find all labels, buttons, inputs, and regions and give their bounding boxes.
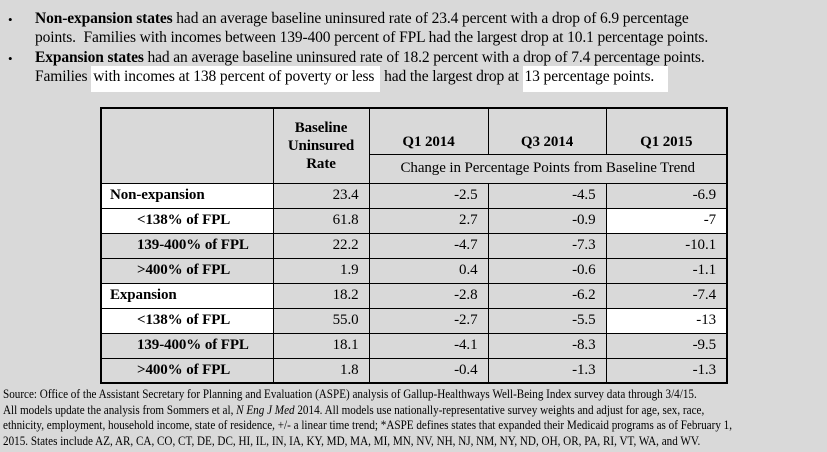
- q1-2015-cell: -1.3: [605, 357, 728, 384]
- text-segment: points. Families with incomes between 13…: [35, 29, 709, 47]
- table-row: >400% of FPL 1.8 -0.4 -1.3 -1.3: [100, 357, 728, 384]
- bullet-icon: •: [8, 50, 13, 66]
- q1-2014-cell: -2.8: [368, 282, 489, 309]
- row-label-cell: 139-400% of FPL: [100, 332, 274, 359]
- baseline-rate-cell: 1.9: [272, 257, 370, 284]
- q3-2014-cell: -0.9: [487, 207, 607, 234]
- q1-2015-cell: -9.5: [605, 332, 728, 359]
- source-note-line: All models update the analysis from Somm…: [3, 403, 825, 419]
- journal-name-italic: N Eng J Med: [236, 402, 295, 417]
- q1-2014-cell: -4.1: [368, 332, 489, 359]
- table-subheader-row: Change in Percentage Points from Baselin…: [101, 153, 728, 184]
- table-header-row: Baseline Uninsured Rate Q1 2014 Q3 2014 …: [100, 107, 728, 184]
- baseline-rate-cell: 61.8: [272, 207, 370, 234]
- q1-2014-cell: -0.4: [368, 357, 489, 384]
- bullet-line: Non-expansion states had an average base…: [35, 9, 825, 28]
- q3-2014-cell: -0.6: [487, 257, 607, 284]
- text-segment: Non-expansion states: [35, 10, 173, 27]
- corner-header-cell: [100, 107, 274, 184]
- text-segment: had an average baseline uninsured rate o…: [143, 48, 705, 66]
- row-label-cell: <138% of FPL: [100, 307, 274, 334]
- text-segment: 2014. All models use nationally-represen…: [294, 402, 705, 417]
- bullet-text: Expansion states had an average baseline…: [35, 48, 825, 93]
- table-row: <138% of FPL 55.0 -2.7 -5.5 -13: [100, 307, 728, 334]
- q1-2015-cell: -6.9: [605, 182, 728, 209]
- bullet-line: points. Families with incomes between 13…: [35, 28, 825, 47]
- table-row: >400% of FPL 1.9 0.4 -0.6 -1.1: [100, 257, 728, 284]
- table-row: 139-400% of FPL 18.1 -4.1 -8.3 -9.5: [100, 332, 728, 359]
- baseline-rate-cell: 18.2: [272, 282, 370, 309]
- baseline-rate-cell: 55.0: [272, 307, 370, 334]
- text-segment: Families: [35, 68, 92, 86]
- row-label-cell: Expansion: [100, 282, 274, 309]
- source-note-line: ethnicity, employment, household income,…: [3, 418, 825, 434]
- table-row: 139-400% of FPL 22.2 -4.7 -7.3 -10.1: [100, 232, 728, 259]
- highlighted-text-segment: 13 percentage points.: [522, 66, 669, 93]
- q3-2014-cell: -7.3: [487, 232, 607, 259]
- text-segment: All models update the analysis from Somm…: [3, 402, 237, 417]
- q1-2015-header-cell: Q1 2015: [605, 107, 728, 155]
- highlighted-text-segment: with incomes at 138 percent of poverty o…: [91, 66, 381, 93]
- text-segment: Expansion states: [35, 48, 144, 66]
- uninsured-rate-table: Baseline Uninsured Rate Q1 2014 Q3 2014 …: [100, 107, 728, 384]
- table-row: Non-expansion 23.4 -2.5 -4.5 -6.9: [100, 182, 728, 209]
- row-label-cell: >400% of FPL: [100, 357, 274, 384]
- baseline-rate-cell: 23.4: [272, 182, 370, 209]
- q1-2015-cell: -1.1: [605, 257, 728, 284]
- q1-2014-cell: -2.7: [368, 307, 489, 334]
- q1-2015-cell: -13: [605, 307, 728, 334]
- bullet-text: Non-expansion states had an average base…: [35, 9, 825, 48]
- q1-2014-cell: -2.5: [368, 182, 489, 209]
- baseline-rate-cell: 18.1: [272, 332, 370, 359]
- q3-2014-cell: -1.3: [487, 357, 607, 384]
- source-note-line: Source: Office of the Assistant Secretar…: [3, 387, 825, 403]
- bullet-icon: •: [8, 12, 13, 27]
- bullet-line: Expansion states had an average baseline…: [35, 48, 825, 67]
- key-findings-list: • Non-expansion states had an average ba…: [8, 9, 825, 93]
- text-segment: Source: Office of the Assistant Secretar…: [3, 387, 697, 401]
- q3-2014-cell: -5.5: [487, 307, 607, 334]
- q3-2014-cell: -6.2: [487, 282, 607, 309]
- q1-2014-cell: -4.7: [368, 232, 489, 259]
- q3-2014-cell: -8.3: [487, 332, 607, 359]
- text-segment: had an average baseline uninsured rate o…: [172, 10, 689, 27]
- row-label-cell: <138% of FPL: [100, 207, 274, 234]
- bullet-item-expansion: • Expansion states had an average baseli…: [8, 48, 825, 93]
- bullet-item-non-expansion: • Non-expansion states had an average ba…: [8, 9, 825, 48]
- q1-2014-header-cell: Q1 2014: [368, 107, 489, 155]
- baseline-rate-header-cell: Baseline Uninsured Rate: [272, 107, 370, 184]
- table-row: <138% of FPL 61.8 2.7 -0.9 -7: [100, 207, 728, 234]
- q3-2014-header-cell: Q3 2014: [487, 107, 607, 155]
- source-note-line: 2015. States include AZ, AR, CA, CO, CT,…: [3, 434, 825, 450]
- row-label-cell: >400% of FPL: [100, 257, 274, 284]
- text-segment: ethnicity, employment, household income,…: [3, 418, 733, 432]
- q1-2015-cell: -7.4: [605, 282, 728, 309]
- table-row: Expansion 18.2 -2.8 -6.2 -7.4: [100, 282, 728, 309]
- row-label-cell: 139-400% of FPL: [100, 232, 274, 259]
- q3-2014-cell: -4.5: [487, 182, 607, 209]
- q1-2015-cell: -10.1: [605, 232, 728, 259]
- text-segment: had the largest drop at: [380, 68, 523, 86]
- change-span-header-cell: Change in Percentage Points from Baselin…: [368, 153, 728, 184]
- source-note: Source: Office of the Assistant Secretar…: [3, 387, 825, 449]
- text-segment: 2015. States include AZ, AR, CA, CO, CT,…: [3, 433, 701, 448]
- q1-2015-cell: -7: [605, 207, 728, 234]
- q1-2014-cell: 2.7: [368, 207, 489, 234]
- q1-2014-cell: 0.4: [368, 257, 489, 284]
- baseline-rate-cell: 22.2: [272, 232, 370, 259]
- baseline-rate-cell: 1.8: [272, 357, 370, 384]
- row-label-cell: Non-expansion: [100, 182, 274, 209]
- bullet-line: Families with incomes at 138 percent of …: [35, 66, 825, 93]
